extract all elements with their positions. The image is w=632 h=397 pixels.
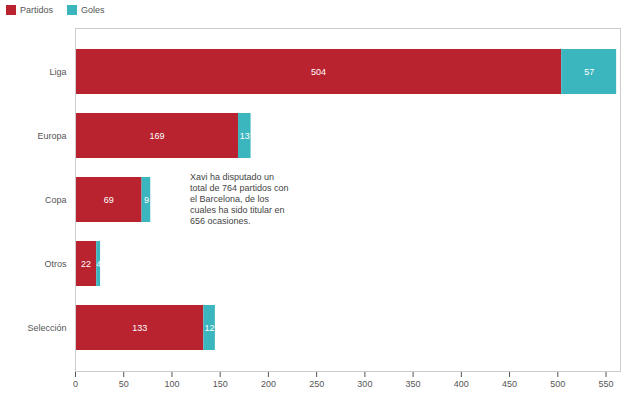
svg-text:250: 250 xyxy=(309,379,324,389)
svg-text:Otros: Otros xyxy=(44,259,67,269)
svg-text:150: 150 xyxy=(213,379,228,389)
svg-text:133: 133 xyxy=(132,323,147,333)
svg-text:300: 300 xyxy=(357,379,372,389)
html-text:Xavi ha disputado un total de: Xavi ha disputado un total de 764 partid… xyxy=(190,172,289,226)
svg-text:57: 57 xyxy=(584,67,594,77)
svg-text:9: 9 xyxy=(144,195,149,205)
svg-text:4: 4 xyxy=(96,259,101,269)
svg-text:350: 350 xyxy=(406,379,421,389)
svg-text:22: 22 xyxy=(81,259,91,269)
svg-text:100: 100 xyxy=(164,379,179,389)
svg-text:Selección: Selección xyxy=(27,323,66,333)
html-text:Partidos: Partidos xyxy=(20,5,53,15)
svg-text:Liga: Liga xyxy=(49,67,66,77)
svg-text:13: 13 xyxy=(240,131,250,141)
svg-text:50: 50 xyxy=(119,379,129,389)
html-text:Goles: Goles xyxy=(81,5,105,15)
svg-text:550: 550 xyxy=(599,379,614,389)
svg-text:400: 400 xyxy=(454,379,469,389)
svg-text:169: 169 xyxy=(149,131,164,141)
svg-text:504: 504 xyxy=(311,67,326,77)
svg-text:Europa: Europa xyxy=(37,131,66,141)
svg-text:12: 12 xyxy=(205,323,215,333)
svg-text:450: 450 xyxy=(502,379,517,389)
svg-text:Copa: Copa xyxy=(45,195,67,205)
svg-text:200: 200 xyxy=(261,379,276,389)
svg-text:500: 500 xyxy=(550,379,565,389)
svg-text:69: 69 xyxy=(104,195,114,205)
svg-text:0: 0 xyxy=(73,379,78,389)
